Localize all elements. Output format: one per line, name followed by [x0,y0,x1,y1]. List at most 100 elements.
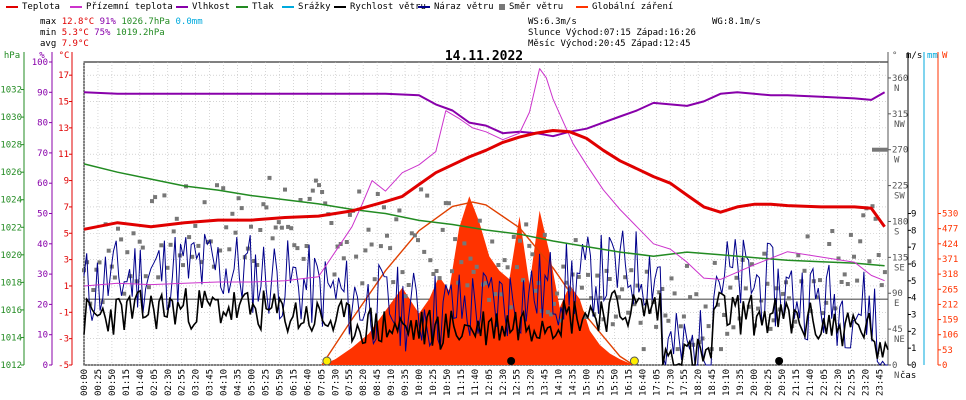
wind-direction-point [323,201,328,206]
stats-min-hum: 75% [94,28,111,38]
wind-direction-point [437,276,442,281]
wind-direction-point [403,294,408,299]
wind-direction-point [666,318,671,323]
wind-direction-point [635,283,640,288]
wind-direction-point [221,186,226,191]
series-přízemní-teplota [83,68,885,287]
axis-percent-label: 70 [37,149,48,159]
x-tick-label: 23:20 [862,369,872,396]
wind-direction-point [490,239,495,244]
stats-max-press: 1026.7hPa [121,17,171,27]
axis-temperature-label: 13 [58,124,69,134]
x-tick-label: 02:05 [150,369,160,396]
chart-title: 14.11.2022 [445,49,523,64]
wind-direction-point [787,296,791,301]
wind-direction-point [842,272,847,277]
wind-direction-point [264,205,269,210]
wind-direction-point [202,200,207,205]
wind-direction-point [725,331,730,336]
wind-direction-point [518,238,522,243]
wind-direction-point [249,224,253,229]
wind-direction-point [409,231,414,236]
axis-radiation-unit: W [942,51,948,61]
x-tick-label: 20:25 [764,369,774,396]
axis-pressure-unit: hPa [4,51,20,61]
wind-direction-point [626,310,631,315]
axis-direction-dir-label: E [894,299,899,309]
legend-label: Tlak [252,2,274,12]
x-tick-label: 09:10 [387,369,397,396]
wind-direction-point [496,263,501,267]
wind-direction-point [382,205,386,210]
wind-direction-point [818,278,822,283]
legend-item-6: Náraz větru [418,0,494,14]
axis-percent-label: 90 [37,88,48,98]
legend-item-3: Tlak [236,0,274,14]
wind-direction-point [521,278,526,283]
legend-item-2: Vlhkost [176,0,230,14]
wind-direction-point [116,226,120,231]
wind-direction-point [814,295,819,300]
wind-direction-point [715,302,720,307]
axis-wind-label: 8 [911,226,916,236]
axis-temperature-label: 11 [58,150,69,160]
wind-direction-point [487,297,492,302]
wind-direction-point [205,239,210,244]
x-tick-label: 09:35 [401,369,411,396]
wind-direction-point [632,302,637,307]
x-tick-label: 02:30 [164,369,174,396]
x-tick-label: 11:40 [471,369,481,396]
axis-percent-label: 20 [37,300,48,310]
x-tick-label: 00:00 [80,369,90,396]
wind-direction-point [484,281,488,286]
x-tick-label: 22:05 [820,369,830,396]
wind-direction-point [573,238,578,243]
wind-direction-point [548,312,553,317]
wind-direction-point [855,278,860,283]
x-tick-label: 22:30 [834,369,844,396]
wind-direction-point [589,296,594,301]
stats-min-temp: 5.3°C [61,28,89,38]
wind-direction-point [443,201,448,206]
x-tick-label: 18:45 [708,369,718,396]
wind-direction-point [94,267,99,272]
wind-direction-point [211,264,216,269]
axis-temperature-label: 5 [64,229,69,239]
wind-direction-point [412,233,417,238]
wind-direction-point [360,281,365,286]
wind-direction-point [122,291,127,296]
axis-wind-label: 4 [911,294,916,304]
x-tick-label: 10:25 [429,369,439,396]
wind-direction-point [555,291,560,296]
axis-radiation-label: 318 [942,270,958,280]
axis-direction-dir-label: S [894,227,899,237]
wind-direction-point [233,230,238,235]
wind-direction-point [406,283,411,287]
x-tick-label: 01:40 [136,369,146,396]
x-tick-label: 04:10 [220,369,230,396]
x-tick-label: 05:50 [275,369,285,396]
x-tick-label: 06:15 [289,369,299,396]
wind-direction-point [579,285,584,290]
axis-temperature-label: -1 [58,308,69,318]
wind-direction-point [678,324,683,329]
wind-direction-point [561,264,566,269]
wind-direction-point [236,196,241,201]
wind-direction-point [762,251,767,256]
wind-direction-point [533,288,538,293]
wind-direction-point [505,265,510,270]
wind-direction-point [848,232,853,237]
x-tick-label: 17:30 [666,369,676,396]
axis-radiation-label: 477 [942,225,958,235]
axis-percent-label: 50 [37,210,48,220]
x-tick-label: 18:20 [694,369,704,396]
x-tick-label: 13:45 [541,369,551,396]
axis-direction-dir-label: N [894,371,899,381]
axis-pressure-label: 1026 [0,168,22,178]
series-teplota [83,129,886,231]
wind-direction-point [153,195,158,200]
axis-percent-label: 100 [32,58,48,68]
wind-direction-point [743,286,748,291]
legend-label: Vlhkost [192,2,230,12]
x-tick-label: 16:15 [624,369,634,396]
